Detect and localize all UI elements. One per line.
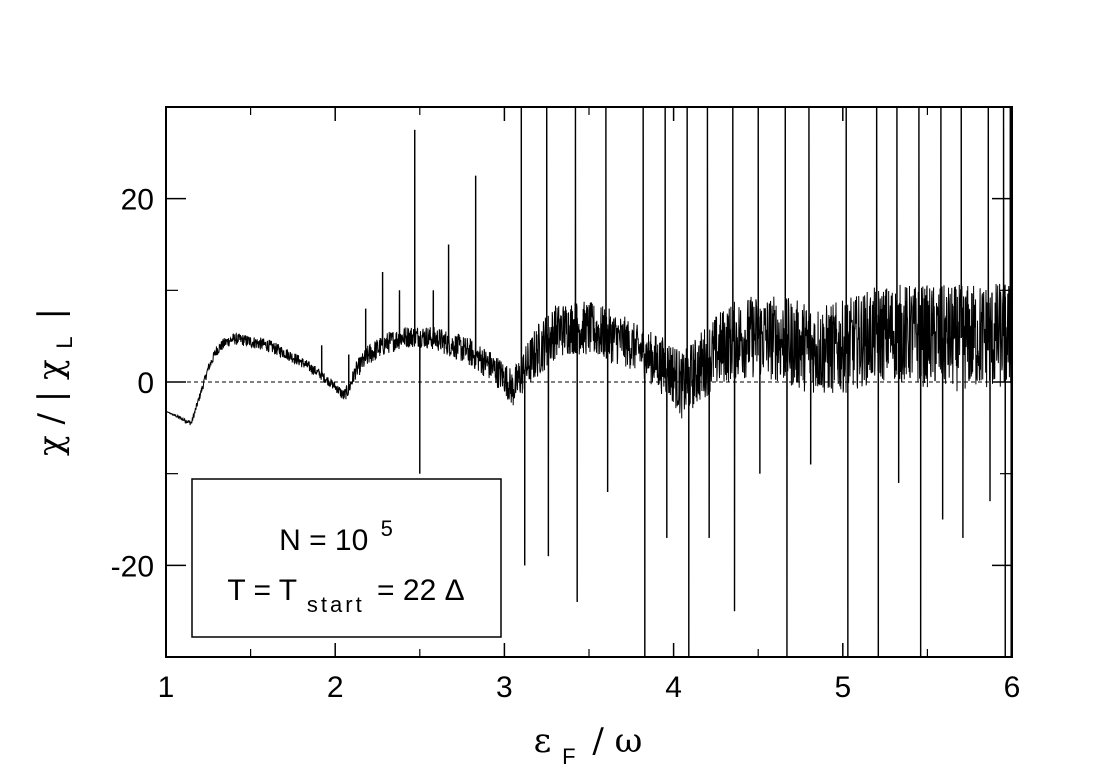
legend-t-subscript: start	[307, 592, 365, 617]
y-tick-label: -20	[111, 550, 154, 583]
legend-line-n: N = 10 5	[279, 516, 393, 557]
x-tick-label: 5	[834, 671, 851, 704]
x-axis-label: ε F / ω	[534, 721, 643, 770]
x-tick-label: 3	[496, 671, 513, 704]
tick-layer	[165, 107, 1013, 657]
x-axis-label-epsilon: ε	[534, 721, 552, 761]
legend-n-text: N = 10	[279, 524, 368, 557]
legend-line-t: T = T start = 22 Δ	[227, 574, 464, 619]
legend-t-tail: = 22 Δ	[377, 574, 465, 607]
y-tick-label: 0	[137, 367, 154, 400]
x-tick-label: 2	[327, 671, 344, 704]
legend: N = 10 5 T = T start = 22 Δ	[191, 478, 502, 638]
x-tick-label: 6	[1004, 671, 1021, 704]
susceptibility-series-line	[166, 107, 1012, 657]
series-layer	[166, 107, 1012, 657]
y-axis-label: χ / | χ L |	[31, 308, 81, 456]
x-tick-label: 1	[158, 671, 175, 704]
y-axis-label-subscript: L	[52, 336, 77, 348]
x-tick-label: 4	[665, 671, 682, 704]
tick-label-layer: 1 2 3 4 5 6 -20 0 20	[111, 184, 1021, 704]
y-axis-label-chi: χ / | χ	[31, 359, 71, 456]
y-axis-label-end: |	[31, 308, 71, 319]
y-tick-label: 20	[121, 184, 154, 217]
legend-box	[191, 478, 502, 638]
x-axis-label-subscript: F	[562, 744, 575, 769]
x-axis-label-rest: / ω	[592, 721, 642, 761]
legend-n-superscript: 5	[381, 516, 393, 541]
legend-t-lead: T = T	[227, 574, 296, 607]
